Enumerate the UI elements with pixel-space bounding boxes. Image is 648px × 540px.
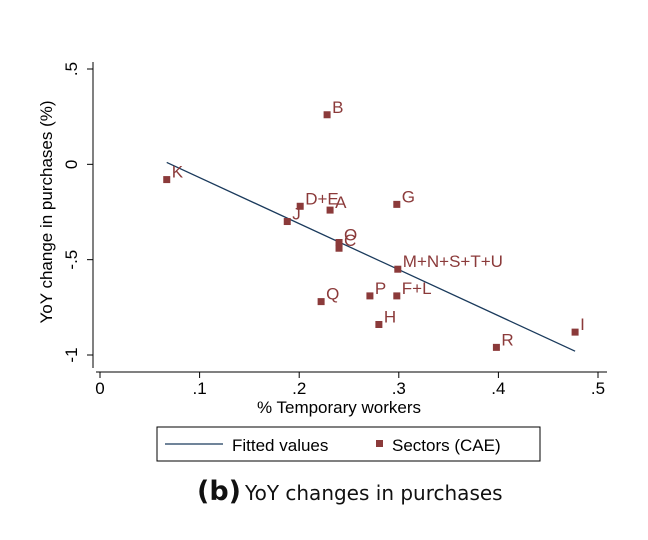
sector-point-a [326,206,334,214]
sector-point-p [366,292,374,300]
y-tick-label: .5 [62,62,81,76]
fitted-values-line [166,161,576,352]
sector-label: M+N+S+T+U [403,252,503,271]
y-tick-label: -.5 [62,250,81,270]
sector-label: J [292,205,301,224]
legend: Fitted values Sectors (CAE) [156,426,541,462]
sector-point-c [335,244,343,252]
sector-point-k [163,176,171,184]
legend-sectors-marker [376,440,383,447]
sector-point-m-n-s-t-u [394,265,402,273]
caption-label: (b) [197,476,242,507]
x-tick-label: .4 [491,379,505,398]
sector-point-b [323,111,331,119]
sector-point-g [393,200,401,208]
sector-label: G [402,187,415,206]
sector-label: B [332,98,343,117]
x-axis-title: % Temporary workers [257,398,421,417]
caption-text: YoY changes in purchases [245,481,503,505]
sector-label: R [501,330,513,349]
fitted-values-line-group [166,161,576,352]
sector-label: Q [326,285,339,304]
y-axis-title: YoY change in purchases (%) [37,100,56,323]
sector-point-h [375,320,383,328]
sector-label: P [375,279,386,298]
x-tick-label: .1 [193,379,207,398]
sector-label: I [580,315,585,334]
sector-label: F+L [402,279,432,298]
x-tick-label: .3 [392,379,406,398]
sector-point-d-e [296,202,304,210]
sector-point-q [317,298,325,306]
sector-label: C [344,231,356,250]
sector-point-i [571,328,579,336]
sector-label: A [335,193,347,212]
legend-fitted-label: Fitted values [232,436,328,455]
x-ticks: 0 .1 .2 .3 .4 .5 [95,372,605,398]
sector-point-r [492,343,500,351]
y-ticks: -1 -.5 0 .5 [62,62,93,363]
figure-caption: (b) YoY changes in purchases [197,476,597,507]
x-tick-label: 0 [95,379,104,398]
sector-point-f-l [393,292,401,300]
x-tick-label: .5 [591,379,605,398]
sector-label: D+E [305,189,339,208]
y-tick-label: -1 [62,347,81,362]
scatter-points: B K D+EA J G OC M+N+S+T+U P F+L Q H I R [163,98,585,351]
legend-sectors-label: Sectors (CAE) [392,436,501,455]
sector-point-j [283,218,291,226]
sector-label: K [172,163,184,182]
sector-label: H [384,307,396,326]
plot-axes [92,62,607,373]
y-tick-label: 0 [62,160,81,169]
x-tick-label: .2 [292,379,306,398]
sector-label: O [344,226,357,245]
sector-point-o [335,239,343,247]
